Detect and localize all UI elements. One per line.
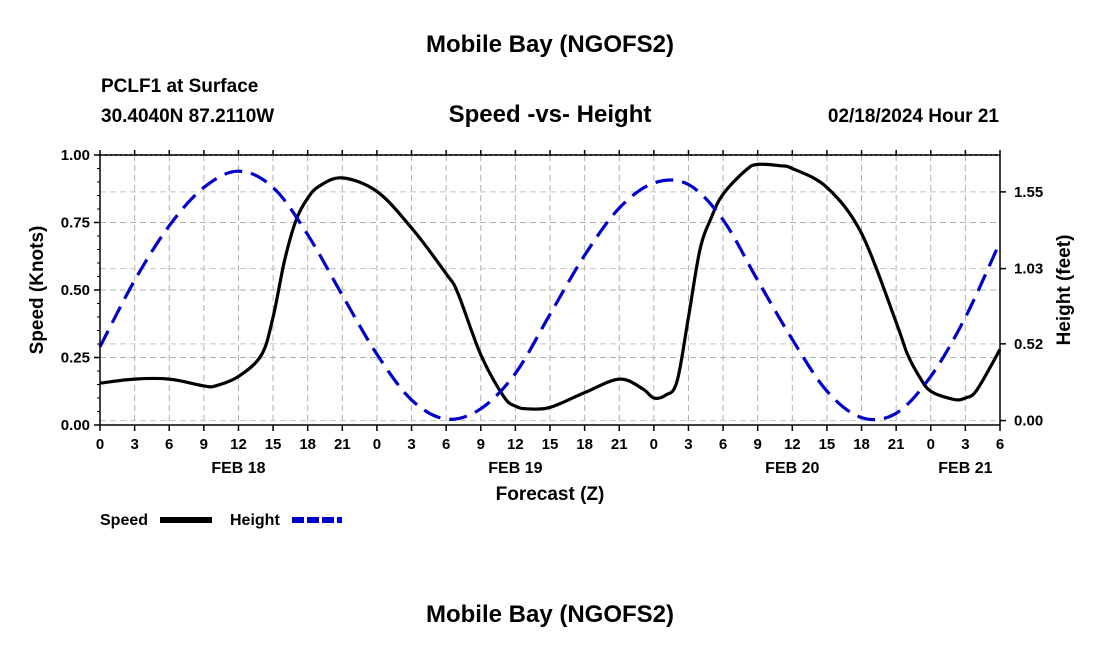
x-tick-label: 6 (442, 436, 450, 453)
x-tick-label: 3 (684, 436, 692, 453)
x-tick-label: 15 (819, 436, 836, 453)
station-coordinates: 30.4040N 87.2110W (101, 106, 275, 127)
station-label: PCLF1 at Surface (101, 76, 259, 97)
axis-layer: 0 3 6 9 12 15 18 21 0 3 6 9 12 15 18 21 0 3 6 9 12 15 18 21 0 3 6F… (27, 147, 1075, 505)
x-tick-label: 15 (542, 436, 559, 453)
plot-title: Speed -vs- Height (448, 101, 652, 128)
x-tick-label: 6 (719, 436, 727, 453)
y-left-tick-label: 0.00 (61, 417, 90, 434)
x-tick-label: 0 (927, 436, 935, 453)
x-tick-label: 21 (334, 436, 351, 453)
y-right-tick-label: 1.55 (1014, 184, 1043, 201)
x-tick-label: 0 (373, 436, 381, 453)
forecast-datetime: 02/18/2024 Hour 21 (827, 106, 999, 127)
y-left-axis-label: Speed (Knots) (27, 226, 48, 355)
x-axis-label: Forecast (Z) (496, 484, 605, 505)
top-title: Mobile Bay (NGOFS2) (425, 31, 675, 58)
x-tick-label: 21 (611, 436, 628, 453)
x-tick-label: 3 (961, 436, 969, 453)
y-right-tick-label: 1.03 (1014, 261, 1043, 278)
x-tick-label: 12 (784, 436, 801, 453)
y-left-tick-label: 0.75 (61, 215, 90, 232)
x-tick-label: 12 (507, 436, 524, 453)
x-tick-label: 3 (407, 436, 415, 453)
legend-layer: Speed Height (100, 512, 342, 529)
x-tick-label: 21 (888, 436, 905, 453)
y-right-tick-label: 0.52 (1014, 336, 1043, 353)
x-tick-label: 18 (299, 436, 316, 453)
y-right-tick-label: 0.00 (1014, 413, 1043, 430)
x-tick-label: 9 (477, 436, 485, 453)
y-left-tick-label: 0.50 (61, 282, 90, 299)
speed-series-line (99, 162, 1002, 411)
y-left-tick-label: 0.25 (61, 350, 90, 367)
date-label: FEB 20 (765, 460, 819, 477)
x-tick-label: 0 (650, 436, 658, 453)
legend-label-speed: Speed (100, 512, 148, 529)
x-tick-label: 9 (200, 436, 208, 453)
date-label: FEB 18 (211, 460, 265, 477)
x-tick-label: 18 (576, 436, 593, 453)
x-tick-label: 18 (853, 436, 870, 453)
series-layer (98, 162, 1002, 422)
x-tick-label: 12 (230, 436, 247, 453)
date-label: FEB 21 (938, 460, 992, 477)
x-tick-label: 6 (165, 436, 173, 453)
y-right-axis-label: Height (feet) (1054, 235, 1075, 346)
x-tick-label: 9 (754, 436, 762, 453)
y-left-tick-label: 1.00 (61, 147, 90, 164)
x-tick-label: 15 (265, 436, 282, 453)
legend-label-height: Height (230, 512, 280, 529)
grid-layer (100, 154, 1000, 426)
date-label: FEB 19 (488, 460, 542, 477)
bottom-title: Mobile Bay (NGOFS2) (425, 601, 675, 628)
x-tick-label: 0 (96, 436, 104, 453)
height-series-line (98, 169, 1002, 422)
x-tick-label: 3 (130, 436, 138, 453)
x-tick-label: 6 (996, 436, 1004, 453)
